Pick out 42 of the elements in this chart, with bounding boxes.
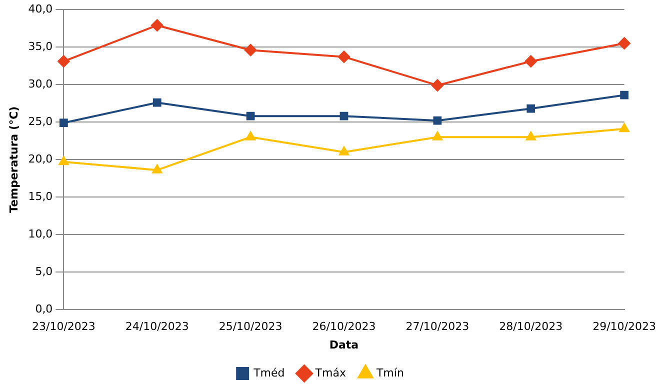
- point: [619, 123, 630, 132]
- legend-label: Tméd: [252, 366, 285, 380]
- point: [431, 79, 444, 92]
- x-tick-label: 26/10/2023: [312, 320, 376, 334]
- y-tick-label: 30,0: [28, 77, 53, 90]
- y-tick-label: 25,0: [28, 114, 53, 128]
- point: [246, 112, 255, 120]
- point: [58, 55, 70, 68]
- point: [433, 116, 442, 125]
- legend-label: Tmáx: [314, 366, 346, 380]
- legend-label: Tmín: [375, 366, 404, 380]
- point: [58, 156, 69, 166]
- y-axis-title: Temperatura (°C): [7, 106, 20, 213]
- point: [244, 44, 257, 56]
- point: [152, 164, 162, 174]
- y-tick-label: 10,0: [28, 227, 53, 240]
- y-tick-label: 20,0: [28, 152, 53, 166]
- point: [620, 90, 628, 100]
- point: [432, 132, 442, 140]
- y-tick-label: 35,0: [28, 40, 53, 53]
- y-tick-label: 15,0: [28, 190, 53, 203]
- point: [524, 55, 537, 68]
- x-tick-label: 27/10/2023: [406, 320, 470, 334]
- x-tick-label: 25/10/2023: [218, 320, 282, 334]
- y-tick-label: 0,0: [35, 302, 53, 316]
- y-tick-label: 40,0: [28, 2, 53, 16]
- point: [338, 50, 350, 63]
- x-tick-label: 24/10/2023: [125, 320, 189, 334]
- x-axis-title: Data: [329, 338, 359, 352]
- point: [526, 104, 536, 113]
- point: [340, 112, 348, 120]
- point: [526, 132, 536, 140]
- point: [618, 37, 630, 50]
- point: [246, 132, 256, 140]
- x-tick-label: 23/10/2023: [32, 320, 96, 334]
- y-tick-label: 5,0: [35, 264, 53, 278]
- point: [339, 146, 349, 156]
- point: [152, 98, 162, 107]
- point: [151, 19, 164, 32]
- x-tick-label: 29/10/2023: [592, 320, 656, 334]
- x-tick-label: 28/10/2023: [499, 320, 563, 334]
- point: [60, 118, 68, 128]
